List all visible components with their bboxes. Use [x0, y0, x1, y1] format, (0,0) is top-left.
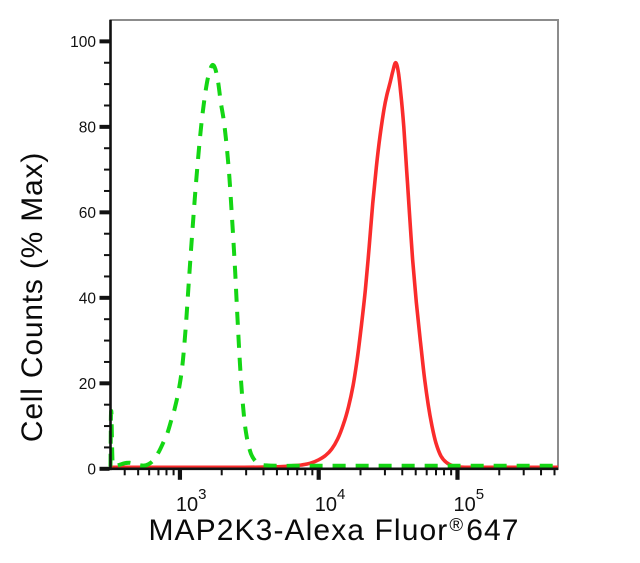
- x-tick-label-4: 104: [315, 486, 346, 516]
- registered-trademark-icon: ®: [449, 514, 465, 536]
- red-solid-curve: [110, 60, 558, 470]
- y-ticks-group: 100 80 60 40 20 0: [70, 34, 110, 478]
- y-tick-label-40: 40: [79, 290, 97, 307]
- y-tick-label-0: 0: [87, 461, 96, 478]
- x-axis-title-suffix: 647: [466, 514, 520, 547]
- curves-group: [108, 60, 558, 470]
- y-tick-label-80: 80: [79, 119, 97, 136]
- x-axis-title-main: MAP2K3-Alexa Fluor: [148, 514, 449, 547]
- x-tick-label-5: 105: [453, 486, 484, 516]
- x-tick-label-3: 103: [176, 486, 207, 516]
- x-ticks-group: 103 104 105: [123, 469, 556, 516]
- y-axis-title: Cell Counts (% Max): [16, 151, 49, 443]
- x-axis-title: MAP2K3-Alexa Fluor®647: [110, 514, 558, 548]
- y-tick-label-100: 100: [70, 34, 96, 51]
- green-dashed-curve: [108, 62, 558, 468]
- y-tick-label-60: 60: [79, 205, 97, 222]
- y-tick-label-20: 20: [79, 376, 97, 393]
